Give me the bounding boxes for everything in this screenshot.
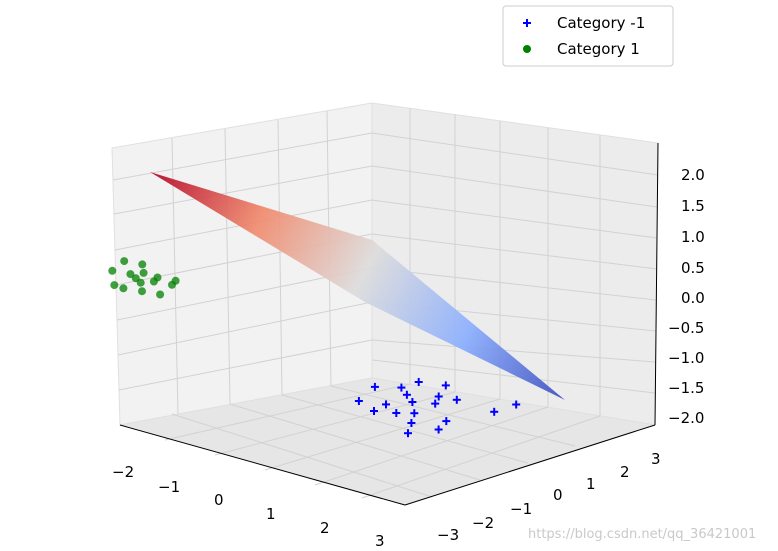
legend-label: Category -1 [557,14,645,32]
y-tick-label: 1 [586,475,596,493]
z-tick-label: 0.5 [681,259,705,277]
legend-box [502,5,674,67]
x-tick-label: 3 [375,532,385,550]
z-tick-label: −1.5 [668,379,704,397]
category-1-point [171,276,180,285]
y-tick-label: 3 [651,450,661,468]
category-neg1-point [441,381,450,390]
category-neg1-point [397,383,406,392]
category-neg1-point [431,399,440,408]
category-neg1-point [512,400,521,409]
decision-plane [150,172,565,400]
category-neg1-point [434,425,443,434]
z-tick-label: 1.0 [681,228,705,246]
category-neg1-point [370,382,379,391]
category-neg1-point [452,395,461,404]
category-1-point [120,257,129,266]
x-tick-label: −1 [158,478,180,496]
x-tick-label: −2 [112,463,134,481]
category-neg1-point [414,378,423,386]
category-neg1-point [402,390,411,399]
grid [112,108,659,499]
category-neg1-point [404,429,412,438]
category-1-point [131,274,140,283]
category-neg1-point [382,400,390,409]
y-tick-label: 0 [553,486,563,504]
axis-lines [119,142,659,506]
watermark-text: https://blog.csdn.net/qq_36421001 [528,527,756,542]
legend-entry: Category 1 [523,40,640,58]
z-tick-label: 2.0 [681,166,705,184]
circle-marker-icon [523,45,531,53]
category-1-point [110,281,119,290]
z-axis-line [654,142,659,426]
y-tick-label: −1 [510,500,532,518]
category-neg1-point [434,392,443,401]
category-neg1-point [442,417,451,426]
category-neg1-point [370,407,378,415]
y-tick-label: −2 [472,514,494,532]
z-tick-labels: 2.0 1.5 1.0 0.5 0.0 −0.5 −1.0 −1.5 −2.0 [668,166,705,427]
legend-label: Category 1 [557,40,640,58]
y-tick-label: −3 [437,526,459,544]
x-tick-label: 2 [320,519,330,537]
plus-marker-icon [523,19,531,27]
category-1-point [138,287,146,296]
legend-entry: Category -1 [523,14,645,32]
category-neg1-point [407,419,416,427]
category-1-point [138,260,147,269]
y-tick-labels: −3 −2 −1 0 1 2 3 [437,450,661,544]
z-tick-label: 0.0 [681,289,705,307]
category-1-point [119,284,128,293]
category-1-point [156,290,165,299]
category-neg1-point [408,398,417,406]
y-tick-label: 2 [620,463,630,481]
category-neg1-point [392,409,401,417]
z-tick-label: 1.5 [681,197,705,215]
category-neg1-point [490,407,499,416]
z-tick-label: −0.5 [668,319,704,337]
category-1-point [139,268,148,277]
category-neg1-point [410,409,419,418]
x-tick-labels: −2 −1 0 1 2 3 [112,463,385,550]
category-1-point [153,273,162,282]
legend: Category -1 Category 1 [502,5,674,67]
x-tick-label: 0 [214,491,224,509]
x-tick-label: 1 [266,505,276,523]
category-1-point [108,266,117,275]
category-neg1-point [354,397,363,405]
points-layer [108,257,521,438]
z-tick-label: −1.0 [668,349,704,367]
z-tick-label: −2.0 [668,409,704,427]
y-axis-line [404,424,656,506]
x-axis-line [119,424,406,506]
